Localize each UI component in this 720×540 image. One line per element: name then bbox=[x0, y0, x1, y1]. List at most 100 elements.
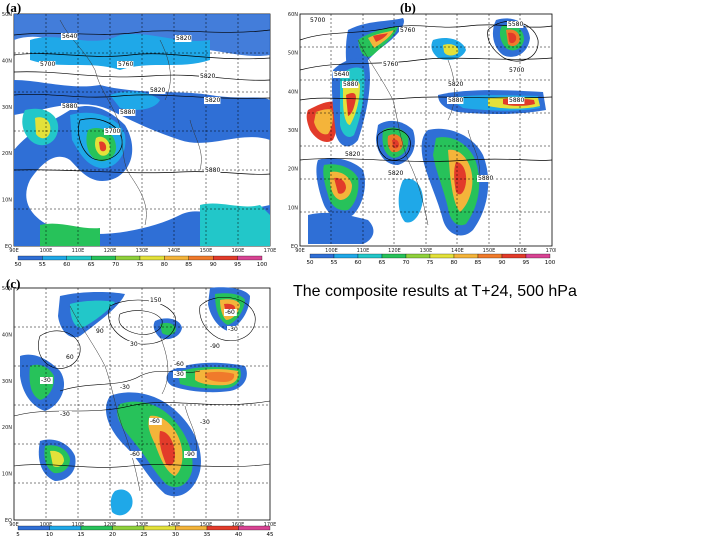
svg-text:5700: 5700 bbox=[105, 128, 120, 135]
contour-label: -30 bbox=[227, 326, 240, 333]
lat-tick-label: 30N bbox=[288, 128, 298, 134]
contour-label: 5820 bbox=[149, 87, 165, 94]
svg-text:5820: 5820 bbox=[205, 97, 220, 104]
colorbar-label: 60 bbox=[63, 262, 70, 268]
colorbar-swatch bbox=[42, 255, 67, 261]
colorbar-swatch bbox=[238, 525, 271, 531]
svg-text:-60: -60 bbox=[130, 451, 140, 458]
panel-a-label: (a) bbox=[6, 0, 22, 15]
svg-text:5880: 5880 bbox=[62, 103, 77, 110]
panel-c-contours bbox=[13, 297, 271, 468]
colorbar-label: 80 bbox=[161, 262, 168, 268]
panel-a: (a) bbox=[0, 0, 280, 272]
lat-tick-label: 40N bbox=[2, 58, 12, 64]
colorbar-swatch bbox=[112, 525, 145, 531]
colorbar-swatch bbox=[164, 255, 189, 261]
lat-tick-label: 50N bbox=[2, 12, 12, 18]
colorbar-swatch bbox=[143, 525, 176, 531]
lon-tick-label: 100E bbox=[40, 522, 53, 528]
colorbar-swatch bbox=[405, 253, 431, 259]
contour-label: 5880 bbox=[447, 97, 463, 104]
colorbar-swatch bbox=[188, 255, 214, 261]
lon-tick-label: 160E bbox=[514, 248, 527, 254]
colorbar-label: 95 bbox=[234, 262, 241, 268]
lon-tick-label: 110E bbox=[357, 248, 370, 254]
contour-label: 5880 bbox=[119, 109, 135, 116]
lat-tick-label: 60N bbox=[288, 12, 298, 18]
colorbar-swatch bbox=[17, 525, 50, 531]
svg-text:-30: -30 bbox=[60, 411, 70, 418]
lon-tick-label: 140E bbox=[451, 248, 464, 254]
colorbar-swatch bbox=[17, 255, 43, 261]
lat-tick-label: 10N bbox=[288, 205, 298, 211]
colorbar-swatch bbox=[453, 253, 479, 259]
svg-text:-60: -60 bbox=[174, 361, 184, 368]
svg-text:5580: 5580 bbox=[508, 21, 523, 28]
contour-label: 5760 bbox=[399, 27, 415, 34]
svg-text:5880: 5880 bbox=[509, 97, 524, 104]
lon-tick-label: 130E bbox=[136, 248, 149, 254]
colorbar-label: 40 bbox=[235, 532, 242, 538]
colorbar-swatch bbox=[175, 525, 208, 531]
svg-text:-90: -90 bbox=[185, 451, 195, 458]
lon-tick-label: 170E bbox=[546, 248, 556, 254]
contour-label: -60 bbox=[129, 451, 142, 458]
panel-b-label: (b) bbox=[400, 0, 416, 15]
svg-text:5640: 5640 bbox=[62, 33, 77, 40]
contour-label: 5640 bbox=[333, 71, 349, 78]
colorbar-label: 15 bbox=[78, 532, 85, 538]
svg-text:-30: -30 bbox=[120, 384, 130, 391]
contour-label: 5700 bbox=[508, 67, 524, 74]
svg-text:-30: -30 bbox=[174, 371, 184, 378]
svg-text:5820: 5820 bbox=[388, 170, 403, 177]
panel-c: (c) bbox=[0, 276, 280, 538]
colorbar-swatch bbox=[381, 253, 407, 259]
svg-text:5760: 5760 bbox=[118, 61, 133, 68]
colorbar-label: 55 bbox=[39, 262, 46, 268]
lon-tick-label: 100E bbox=[40, 248, 53, 254]
svg-text:5880: 5880 bbox=[343, 81, 358, 88]
lat-tick-label: 10N bbox=[2, 198, 12, 204]
lon-tick-label: 150E bbox=[200, 248, 213, 254]
contour-label: 5700 bbox=[39, 61, 55, 68]
contour-label: -90 bbox=[184, 451, 197, 458]
contour-label: -30 bbox=[119, 384, 132, 391]
lon-tick-label: 140E bbox=[168, 248, 181, 254]
colorbar-label: 85 bbox=[185, 262, 192, 268]
svg-text:60: 60 bbox=[66, 354, 74, 361]
svg-text:5820: 5820 bbox=[448, 81, 463, 88]
panel-b-grid bbox=[300, 14, 552, 246]
contour-label: 5820 bbox=[199, 73, 215, 80]
colorbar-swatch bbox=[525, 253, 551, 259]
lon-tick-label: 160E bbox=[232, 522, 245, 528]
svg-text:5760: 5760 bbox=[400, 27, 415, 34]
svg-text:-30: -30 bbox=[200, 419, 210, 426]
colorbar-label: 35 bbox=[204, 532, 211, 538]
svg-text:5820: 5820 bbox=[176, 35, 191, 42]
colorbar-swatch bbox=[80, 525, 113, 531]
colorbar-swatch bbox=[49, 525, 82, 531]
panel-a-coast bbox=[59, 19, 202, 226]
contour-label: -30 bbox=[40, 377, 53, 384]
contour-label: -90 bbox=[209, 343, 222, 350]
svg-text:5880: 5880 bbox=[478, 175, 493, 182]
colorbar-swatch bbox=[429, 253, 455, 259]
lat-tick-label: 40N bbox=[288, 89, 298, 95]
contour-label: 5880 bbox=[508, 97, 524, 104]
colorbar-swatch bbox=[357, 253, 383, 259]
lat-tick-label: 30N bbox=[2, 379, 12, 385]
svg-text:5640: 5640 bbox=[334, 71, 349, 78]
colorbar-label: 70 bbox=[112, 262, 119, 268]
svg-text:-60: -60 bbox=[150, 418, 160, 425]
lon-tick-label: 170E bbox=[264, 522, 277, 528]
svg-text:-90: -90 bbox=[210, 343, 220, 350]
svg-text:150: 150 bbox=[150, 297, 162, 304]
contour-label: 5880 bbox=[61, 103, 77, 110]
colorbar-label: 95 bbox=[523, 260, 530, 266]
contour-label: 150 bbox=[149, 297, 162, 304]
colorbar-label: 30 bbox=[172, 532, 179, 538]
svg-text:5760: 5760 bbox=[383, 61, 398, 68]
lon-tick-label: 160E bbox=[232, 248, 245, 254]
lon-tick-label: 130E bbox=[136, 522, 149, 528]
